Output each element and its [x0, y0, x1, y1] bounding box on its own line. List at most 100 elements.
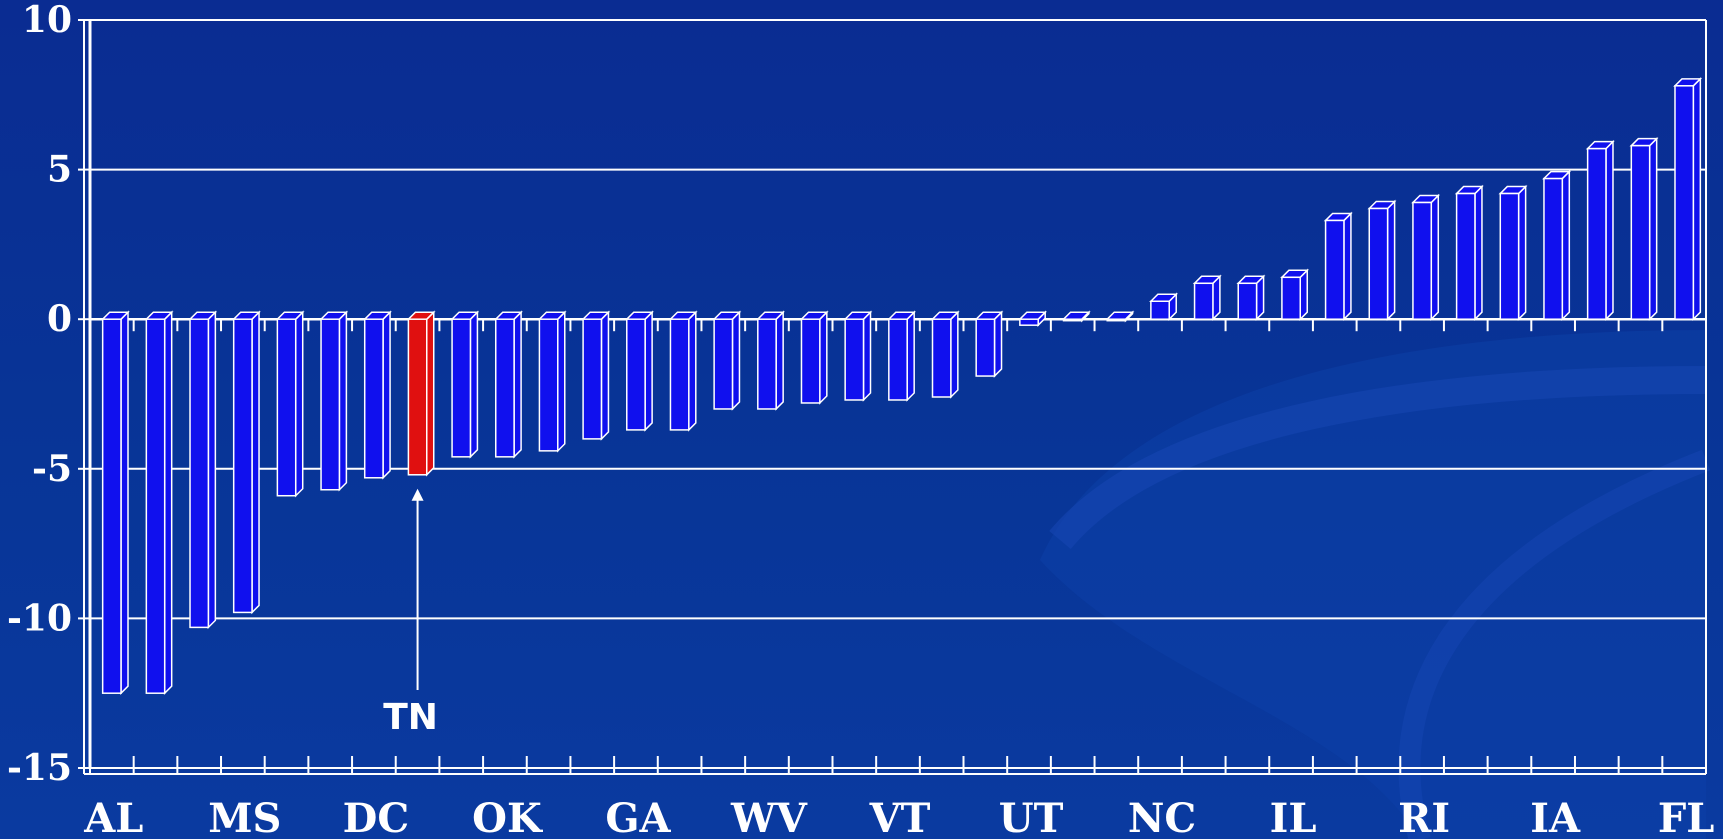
bar-front: [844, 318, 865, 401]
bar-side: [251, 310, 260, 615]
bar: [930, 310, 960, 399]
bar-front: [1193, 282, 1214, 320]
bar-side: [1648, 136, 1658, 322]
x-tick-label: NC: [1128, 795, 1196, 839]
bar: [144, 310, 174, 696]
bar-front: [494, 318, 515, 458]
bar: [581, 310, 611, 441]
bar: [100, 310, 130, 696]
bar-side: [1692, 77, 1702, 322]
x-tick-label: IA: [1530, 795, 1581, 839]
bar-front: [1630, 144, 1651, 320]
annotations: TN: [383, 488, 438, 738]
bar-side: [862, 310, 872, 402]
x-tick-label: WV: [730, 795, 808, 839]
bar-front: [1019, 318, 1039, 326]
y-tick-label: 5: [47, 149, 72, 191]
bar-front: [451, 318, 472, 458]
y-tick-label: 0: [47, 298, 72, 340]
bar: [362, 310, 392, 480]
bar: [275, 310, 305, 498]
bar-side: [1561, 169, 1571, 322]
x-tick-label: MS: [208, 795, 281, 839]
bar-front: [363, 318, 384, 479]
bar: [450, 310, 480, 459]
bar-side: [469, 310, 479, 459]
bar: [887, 310, 916, 402]
bar-side: [425, 310, 435, 477]
bar-side: [906, 310, 915, 402]
bar-front: [1499, 192, 1520, 320]
x-tick-label: IL: [1270, 795, 1317, 839]
bar-front: [101, 318, 122, 694]
bar: [537, 310, 567, 453]
bar-front: [145, 318, 166, 694]
bar-side: [338, 310, 348, 492]
bar: [974, 310, 1004, 378]
background-swoosh: [1040, 330, 1711, 839]
bar-front: [1281, 276, 1302, 320]
y-tick-labels: 10 5 0 -5 -10 -15: [7, 0, 72, 789]
annotation-label: TN: [383, 697, 438, 738]
bar-side: [1343, 211, 1352, 322]
bar-side: [644, 310, 653, 432]
swoosh-stroke: [1049, 366, 1707, 550]
bar-front: [1324, 219, 1345, 320]
bar: [493, 310, 523, 459]
bar-front: [1368, 207, 1389, 320]
bar-front: [232, 318, 253, 614]
bar-front: [189, 318, 210, 629]
bar: [406, 310, 436, 477]
bar: [755, 310, 785, 411]
bar-side: [207, 310, 217, 630]
bar: [712, 310, 742, 411]
x-tick-label: RI: [1398, 795, 1450, 839]
bars: [100, 77, 1703, 696]
bar-side: [1386, 199, 1396, 322]
bar: [1192, 274, 1222, 322]
bar-side: [1299, 268, 1308, 322]
bar-front: [626, 318, 646, 431]
bar-front: [1062, 318, 1083, 322]
bar-front: [888, 318, 908, 401]
bar-side: [513, 310, 522, 459]
swoosh-stroke: [1398, 449, 1711, 839]
bar-front: [975, 318, 996, 377]
bar-front: [1150, 300, 1170, 320]
bar-front: [1455, 192, 1476, 320]
bar-front: [582, 318, 603, 440]
y-tick-label: -15: [7, 747, 72, 789]
bar-front: [1543, 177, 1564, 320]
bar: [188, 310, 218, 630]
bar-front: [320, 318, 341, 491]
x-tick-label: GA: [605, 795, 671, 839]
bar-front: [1412, 201, 1433, 320]
bar-front: [757, 318, 777, 410]
x-tick-labels: AL MS DC OK GA WV VT UT NC IL RI IA FL: [83, 795, 1714, 839]
y-tick-label: 10: [22, 0, 72, 41]
bar-side: [775, 310, 784, 411]
bar: [1585, 139, 1615, 322]
bar-front: [276, 318, 297, 497]
bar-side: [1517, 184, 1527, 322]
bar-front: [669, 318, 690, 431]
bar-front: [538, 318, 559, 452]
bar: [843, 310, 873, 402]
x-tick-label: DC: [343, 795, 410, 839]
bar: [231, 310, 261, 615]
bar-side: [731, 310, 741, 411]
x-tick-label: VT: [869, 795, 931, 839]
bar-side: [557, 310, 566, 453]
bar-front: [1237, 282, 1258, 320]
bar-front: [931, 318, 952, 398]
bar: [319, 310, 349, 492]
bar: [1061, 310, 1091, 323]
bar-side: [688, 310, 697, 432]
bar: [799, 310, 829, 405]
x-tick-label: OK: [472, 795, 543, 839]
bar-front: [1106, 318, 1127, 322]
bar-front: [407, 318, 428, 476]
bar: [1367, 199, 1397, 322]
bar-side: [163, 310, 173, 696]
bar-front: [800, 318, 821, 404]
